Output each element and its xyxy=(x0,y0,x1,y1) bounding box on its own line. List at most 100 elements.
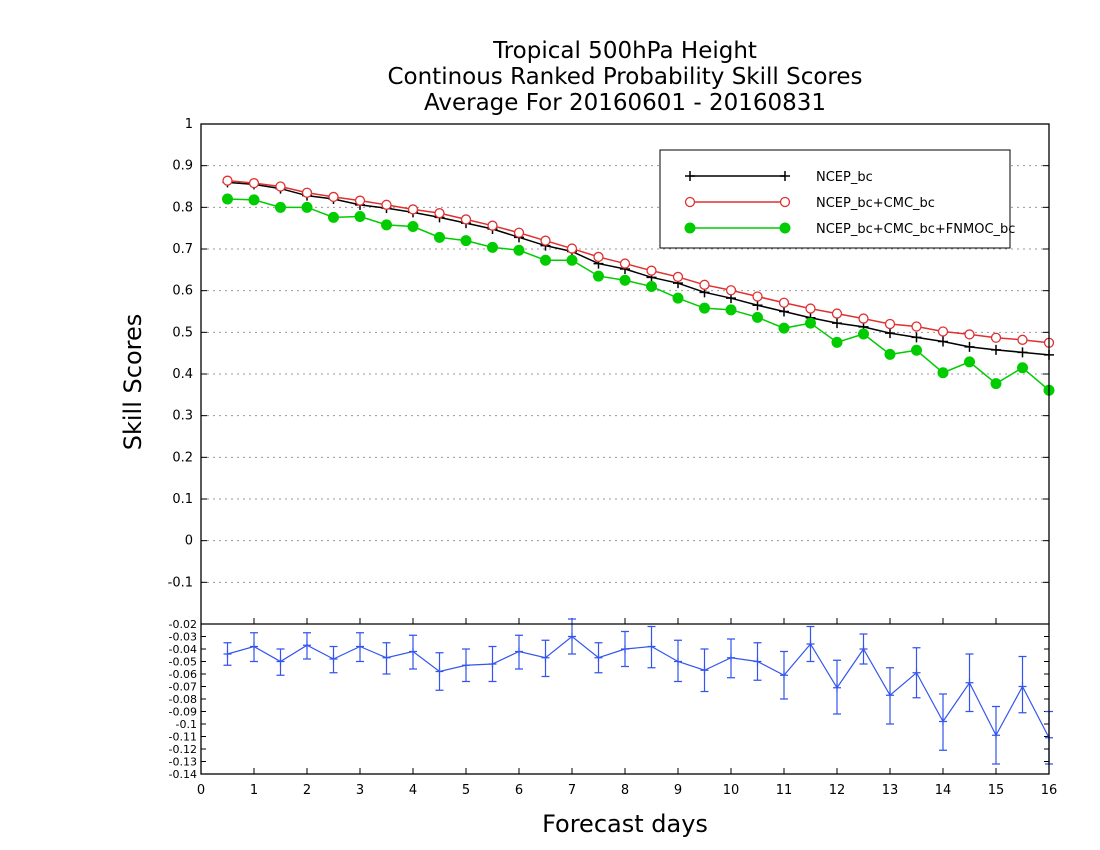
data-point xyxy=(646,265,657,276)
legend-marker xyxy=(684,196,696,208)
difference-point xyxy=(1018,682,1027,691)
data-point xyxy=(328,191,339,203)
y-tick-label: 0.3 xyxy=(172,409,193,424)
y-tick-label: 0.4 xyxy=(172,367,193,382)
y-tick-label: -0.07 xyxy=(169,681,197,694)
data-point xyxy=(990,332,1002,343)
data-point xyxy=(832,318,842,329)
difference-point xyxy=(621,645,629,653)
data-point xyxy=(460,235,472,247)
legend-marker xyxy=(780,171,790,181)
legend-label: NCEP_bc xyxy=(816,170,873,185)
data-point xyxy=(964,329,975,340)
difference-point xyxy=(886,691,894,700)
y-tick-label: 0.9 xyxy=(172,159,193,174)
data-point xyxy=(990,378,1002,390)
data-point xyxy=(381,219,392,231)
data-point xyxy=(222,193,233,205)
difference-point xyxy=(409,647,417,656)
y-tick-label: 0 xyxy=(185,534,193,549)
difference-point xyxy=(647,642,656,651)
data-point xyxy=(434,208,445,219)
data-point xyxy=(964,341,975,352)
difference-point xyxy=(594,653,603,662)
data-point xyxy=(672,271,684,283)
data-point xyxy=(646,281,657,292)
y-tick-label: -0.14 xyxy=(169,768,197,781)
difference-point xyxy=(329,655,338,663)
data-point xyxy=(1017,334,1028,345)
x-tick-label: 6 xyxy=(515,783,523,798)
data-point xyxy=(540,254,551,266)
y-tick-label: 0.5 xyxy=(172,325,193,340)
data-point xyxy=(937,367,949,379)
data-point xyxy=(805,303,816,314)
data-point xyxy=(566,254,578,266)
top-panel: 1 0.9 0.8 0.7 0.6 0.5 0.4 0.3 0.2 0.1 0 -0.1 xyxy=(168,117,1055,624)
data-point xyxy=(619,274,631,286)
legend-box xyxy=(659,149,1011,249)
x-tick-label: 11 xyxy=(776,783,793,798)
difference-point xyxy=(965,678,974,687)
difference-point xyxy=(382,653,391,662)
data-point xyxy=(911,321,922,332)
difference-panel: -0.02-0.03-0.04-0.05-0.06-0.07-0.08-0.09… xyxy=(169,618,1058,798)
difference-point xyxy=(435,667,444,676)
data-point xyxy=(434,231,445,243)
difference-point xyxy=(912,668,921,677)
data-point xyxy=(752,311,763,323)
x-tick-label: 0 xyxy=(197,783,205,798)
plot-frame xyxy=(200,123,1050,775)
data-point xyxy=(513,227,525,238)
y-tick-label: -0.09 xyxy=(169,706,197,719)
data-point xyxy=(513,244,525,256)
data-point xyxy=(301,187,313,198)
data-point xyxy=(831,308,843,319)
legend-label: NCEP_bc+CMC_bc xyxy=(816,196,935,211)
difference-point xyxy=(727,653,735,662)
difference-point xyxy=(462,661,470,670)
data-point xyxy=(275,181,286,192)
x-axis-label: Forecast days xyxy=(542,810,708,838)
difference-line xyxy=(227,635,1050,739)
difference-point xyxy=(992,731,1000,740)
difference-point xyxy=(806,640,815,648)
data-point xyxy=(487,220,498,231)
data-point xyxy=(964,356,975,368)
difference-point xyxy=(250,642,258,651)
difference-point xyxy=(303,641,311,650)
data-point xyxy=(991,344,1001,355)
x-tick-label: 16 xyxy=(1041,783,1058,798)
difference-point xyxy=(859,645,868,653)
y-tick-label: 1 xyxy=(185,117,193,132)
y-tick-label: -0.02 xyxy=(169,618,197,631)
x-tick-label: 14 xyxy=(935,783,952,798)
y-tick-label: 0.7 xyxy=(172,242,193,257)
x-tick-label: 12 xyxy=(829,783,846,798)
legend-label: NCEP_bc+CMC_bc+FNMOC_bc xyxy=(816,222,1015,237)
y-tick-label: -0.1 xyxy=(168,575,193,590)
difference-point xyxy=(674,657,682,666)
x-tick-label: 7 xyxy=(568,783,576,798)
title-line-2: Continous Ranked Probability Skill Score… xyxy=(387,64,862,90)
data-point xyxy=(407,204,419,215)
data-point xyxy=(593,270,604,282)
data-point xyxy=(354,195,366,206)
data-point xyxy=(1017,362,1028,374)
data-point xyxy=(725,285,737,296)
difference-point xyxy=(276,657,285,666)
data-point xyxy=(699,279,710,290)
difference-point xyxy=(515,647,523,656)
data-point xyxy=(248,178,260,189)
x-tick-label: 5 xyxy=(462,783,470,798)
data-point xyxy=(831,336,843,348)
chart-title: Tropical 500hPa Height Continous Ranked … xyxy=(387,38,862,116)
title-line-1: Tropical 500hPa Height xyxy=(492,38,757,64)
data-point xyxy=(752,300,763,311)
difference-point xyxy=(833,683,841,692)
difference-point xyxy=(780,671,788,680)
data-point xyxy=(407,221,419,232)
legend-marker xyxy=(779,222,791,234)
y-tick-label: -0.13 xyxy=(169,756,197,769)
